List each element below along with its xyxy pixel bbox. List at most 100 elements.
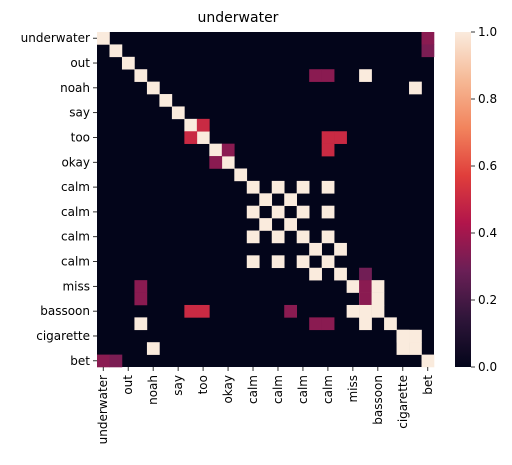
heatmap-cell <box>97 32 110 45</box>
y-tick-label: calm <box>61 180 90 194</box>
heatmap-cell <box>271 230 285 244</box>
heatmap-cell <box>409 329 422 343</box>
y-tick-label: underwater <box>21 31 90 45</box>
heatmap-cell <box>309 317 322 331</box>
heatmap-cell <box>359 267 372 281</box>
heatmap-cell <box>196 304 210 318</box>
heatmap-cell <box>284 218 297 231</box>
y-tick-label: calm <box>61 230 90 244</box>
heatmap-cell <box>259 218 273 231</box>
x-tick-label: calm <box>321 375 335 404</box>
heatmap-cell <box>246 205 260 219</box>
heatmap-cell <box>321 131 335 144</box>
heatmap-cell <box>321 69 335 82</box>
heatmap-cell <box>309 242 322 256</box>
x-tick-label: calm <box>271 375 285 404</box>
heatmap-cell <box>184 304 198 318</box>
heatmap-cell <box>184 131 198 144</box>
x-tick-label: calm <box>296 375 310 404</box>
y-tick-label: calm <box>61 205 90 219</box>
heatmap-cell <box>296 255 310 269</box>
colorbar <box>455 32 471 367</box>
x-tick-label: bet <box>421 375 435 395</box>
y-tick-label: noah <box>60 81 90 95</box>
heatmap-cell <box>334 267 347 281</box>
heatmap-cell <box>321 180 335 194</box>
heatmap-cell <box>421 32 435 45</box>
heatmap-cell <box>359 317 372 331</box>
heatmap-cell <box>271 180 285 194</box>
heatmap-cell <box>159 94 173 107</box>
heatmap-cell <box>359 69 372 82</box>
x-tick-label: too <box>196 375 210 394</box>
x-tick-label: noah <box>146 375 160 405</box>
heatmap-cell <box>321 205 335 219</box>
x-tick-label: okay <box>221 375 235 404</box>
heatmap-cell <box>409 342 422 355</box>
x-tick-label: say <box>171 375 185 396</box>
heatmap-cell <box>209 143 223 157</box>
heatmap-cell <box>384 317 397 331</box>
heatmap-cells <box>97 32 435 368</box>
heatmap-cell <box>296 230 310 244</box>
heatmap-cell <box>146 342 160 355</box>
y-tick-labels: underwater out noah say too okay calm calm calm c… <box>21 31 97 368</box>
heatmap-cell <box>134 292 148 306</box>
heatmap-cell <box>346 304 360 318</box>
heatmap-cell <box>309 267 322 281</box>
heatmap-cell <box>296 205 310 219</box>
y-tick-label: say <box>69 106 90 120</box>
heatmap-cell <box>309 69 322 82</box>
x-tick-label: underwater <box>96 375 110 444</box>
heatmap-cell <box>196 118 210 132</box>
x-tick-label: bassoon <box>371 375 385 425</box>
y-tick-label: bassoon <box>40 304 90 318</box>
x-tick-label: cigarette <box>396 375 410 429</box>
heatmap-cell <box>109 44 123 58</box>
heatmap-cell <box>134 317 148 331</box>
y-tick-label: too <box>71 130 90 144</box>
heatmap-cell <box>121 56 135 70</box>
heatmap-cell <box>246 230 260 244</box>
heatmap-cell <box>359 304 372 318</box>
heatmap-cell <box>334 131 347 144</box>
heatmap-cell <box>359 280 372 293</box>
heatmap-cell <box>209 156 223 169</box>
x-tick-label: out <box>121 375 135 395</box>
heatmap-cell <box>271 255 285 269</box>
y-tick-label: okay <box>61 155 90 169</box>
heatmap-cell <box>184 118 198 132</box>
heatmap-cell <box>421 354 435 368</box>
colorbar-tick-label: 0.2 <box>478 293 497 307</box>
heatmap-cell <box>396 329 410 343</box>
heatmap-cell <box>221 156 235 169</box>
colorbar-tick-label: 0.6 <box>478 159 497 173</box>
colorbar-tick-label: 1.0 <box>478 25 497 39</box>
heatmap-cell <box>246 180 260 194</box>
heatmap-cell <box>259 193 273 207</box>
heatmap-cell <box>321 143 335 157</box>
colorbar-tick-label: 0.0 <box>478 360 497 374</box>
y-tick-label: bet <box>70 354 90 368</box>
heatmap-cell <box>146 81 160 95</box>
x-tick-label: calm <box>246 375 260 404</box>
chart-title: underwater <box>198 10 279 26</box>
heatmap-cell <box>134 69 148 82</box>
heatmap-cell <box>321 255 335 269</box>
heatmap-cell <box>321 317 335 331</box>
heatmap-cell <box>171 106 185 120</box>
heatmap-cell <box>421 44 435 58</box>
heatmap-cell <box>346 280 360 293</box>
heatmap-cell <box>109 354 123 368</box>
heatmap-cell <box>334 242 347 256</box>
heatmap-cell <box>396 342 410 355</box>
heatmap-cell <box>196 131 210 144</box>
colorbar-tick-label: 0.8 <box>478 92 497 106</box>
colorbar-tick-label: 0.4 <box>478 226 497 240</box>
y-tick-label: miss <box>62 279 90 293</box>
heatmap-cell <box>234 168 248 182</box>
heatmap-cell <box>221 143 235 157</box>
y-tick-label: out <box>70 56 90 70</box>
heatmap-cell <box>359 292 372 306</box>
